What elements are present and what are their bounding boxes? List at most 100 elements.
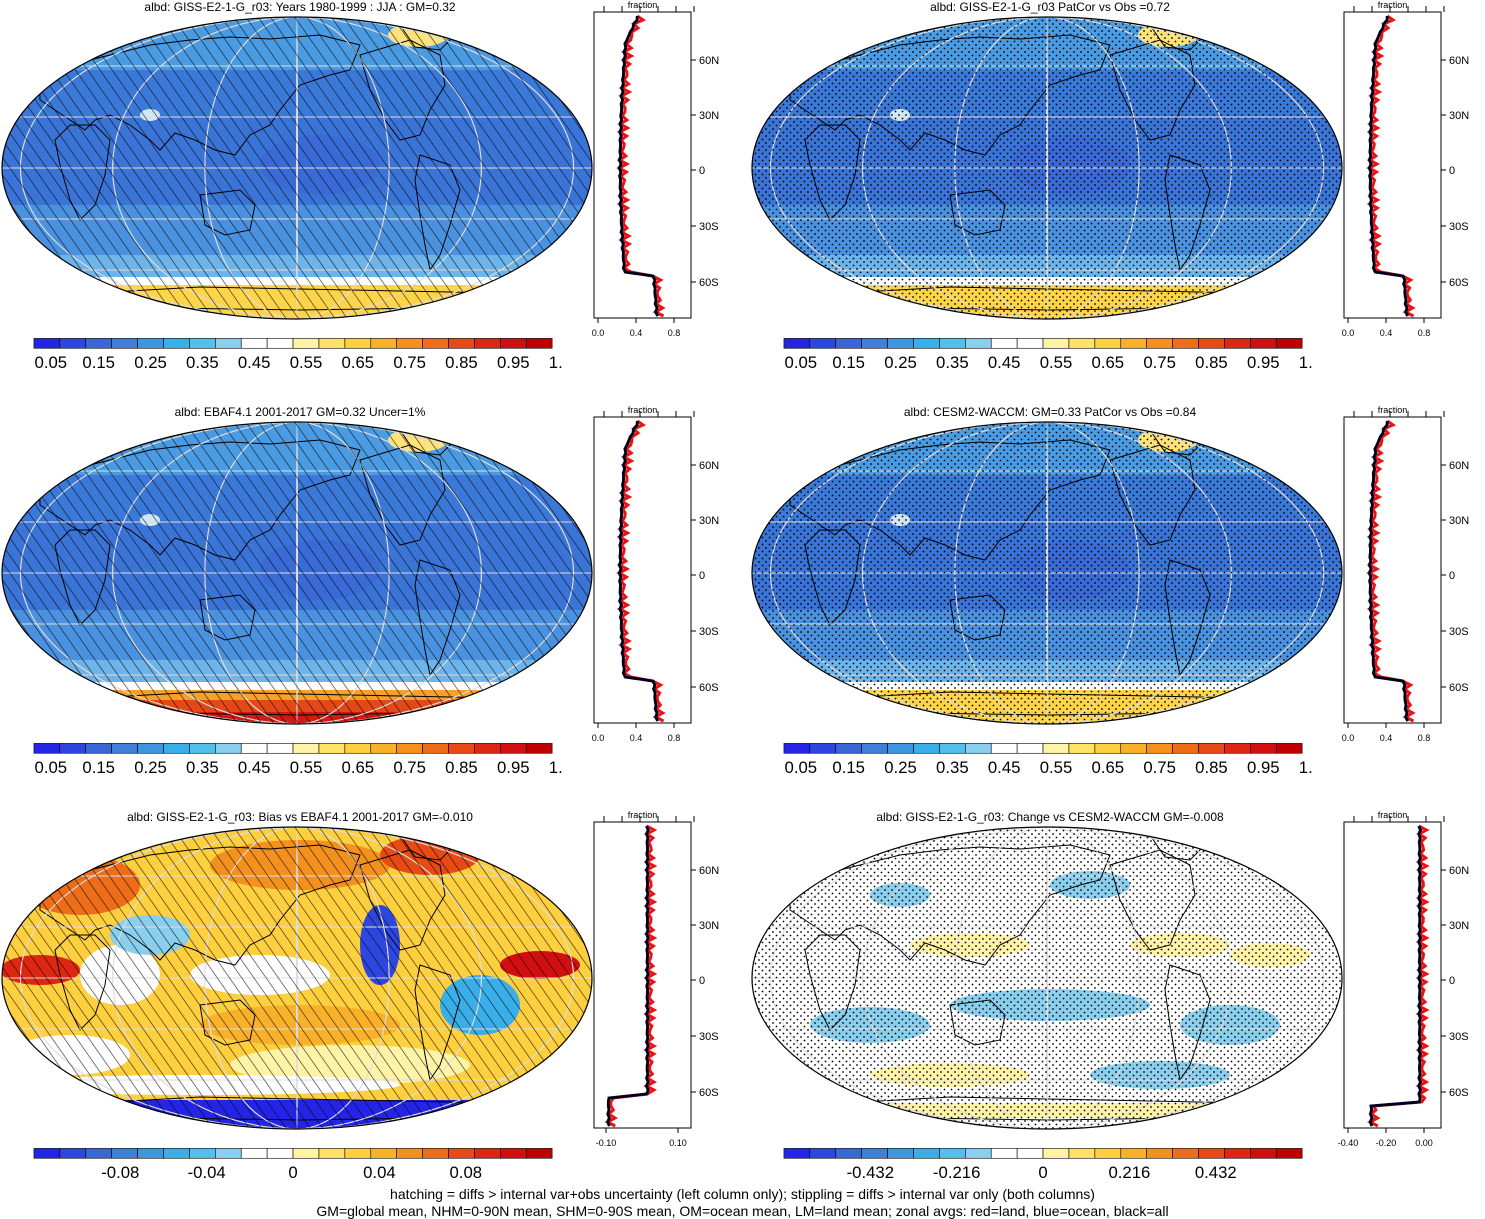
colorbar-swatch [85, 338, 112, 349]
colorbar-swatch [266, 338, 294, 349]
zonal-all-line [1369, 825, 1422, 1127]
colorbar-swatch [913, 1148, 940, 1159]
colorbar-swatch [422, 743, 449, 754]
colorbar-swatch [1042, 743, 1070, 754]
colorbar-label: 0.95 [1247, 758, 1280, 777]
colorbar-swatch [240, 743, 268, 754]
colorbar-swatch [396, 338, 423, 349]
colorbar-swatch [370, 743, 397, 754]
svg-text:fraction: fraction [1378, 810, 1408, 820]
zonal-xtick: 0.0 [592, 328, 605, 338]
colorbar-swatch [111, 743, 138, 754]
panel-title: albd: CESM2-WACCM: GM=0.33 PatCor vs Obs… [903, 405, 1197, 419]
colorbar-swatch [939, 743, 966, 754]
colorbar-swatch [370, 1148, 397, 1159]
map-panel: albd: GISS-E2-1-G_r03 PatCor vs Obs =0.7… [750, 0, 1485, 405]
colorbar-swatch [1198, 743, 1225, 754]
zonal-land-line [604, 824, 658, 1128]
colorbar-label: 1.05 [549, 353, 562, 372]
robinson-map [1, 421, 593, 725]
colorbar-swatch [448, 338, 475, 349]
zonal-ytick: 30N [699, 110, 719, 122]
colorbar-swatch [396, 1148, 423, 1159]
colorbar-swatch [1016, 743, 1044, 754]
colorbar-label: 0.05 [35, 758, 68, 777]
zonal-ytick: 60S [1449, 277, 1469, 289]
colorbar: -0.432 -0.216 0 0.216 0.432 [783, 1148, 1303, 1182]
zonal-xtick: 0.8 [668, 328, 681, 338]
zonal-average-plot: fraction 60N 30N 0 30S 60S -0.40 -0.20 0.00 [1338, 810, 1469, 1148]
zonal-average-plot: fraction 60N 30N 0 30S 60S 0.0 0.4 0.8 [592, 0, 719, 338]
colorbar-swatch [344, 338, 372, 349]
colorbar-swatch [448, 1148, 475, 1159]
colorbar-swatch [163, 743, 190, 754]
zonal-ytick: 30S [1449, 626, 1469, 638]
colorbar-swatch [474, 1148, 501, 1159]
colorbar-swatch [318, 338, 346, 349]
robinson-map [751, 421, 1343, 725]
colorbar-label: 0.75 [393, 758, 426, 777]
colorbar-label: 0.35 [936, 758, 969, 777]
map-field [752, 422, 1342, 724]
colorbar-swatch [1120, 743, 1147, 754]
colorbar-swatch [965, 743, 992, 754]
colorbar-swatch [1016, 338, 1044, 349]
zonal-all-line [1368, 15, 1409, 317]
zonal-land-line [1367, 824, 1430, 1128]
colorbar-swatch [474, 743, 501, 754]
colorbar-swatch [1068, 338, 1096, 349]
colorbar-label: 0.216 [1108, 1163, 1150, 1182]
zonal-ocean-line [1368, 825, 1423, 1127]
colorbar-swatch [1146, 338, 1173, 349]
colorbar-label: 0.35 [186, 758, 219, 777]
zonal-ytick: 0 [699, 165, 705, 177]
colorbar-swatch [189, 338, 216, 349]
colorbar-swatch [1068, 743, 1096, 754]
svg-text:fraction: fraction [1378, 405, 1408, 415]
colorbar-swatch [1275, 743, 1303, 754]
colorbar-label: 0.08 [449, 1163, 482, 1182]
colorbar-swatch [1250, 743, 1277, 754]
colorbar-swatch [809, 743, 837, 754]
zonal-xtick: 0.8 [1418, 733, 1431, 743]
colorbar-swatch [1172, 338, 1199, 349]
zonal-ytick: 30S [699, 221, 719, 233]
colorbar-swatch [1042, 338, 1070, 349]
zonal-average-plot: fraction 60N 30N 0 30S 60S 0.0 0.4 0.8 [1342, 0, 1469, 338]
colorbar-swatch [33, 338, 61, 349]
colorbar-label: 0.25 [884, 353, 917, 372]
colorbar-swatch [1042, 1148, 1070, 1159]
colorbar-swatch [33, 743, 61, 754]
zonal-xtick: 0.0 [1342, 328, 1355, 338]
robinson-map [751, 826, 1343, 1130]
map-panel: albd: GISS-E2-1-G_r03: Change vs CESM2-W… [750, 810, 1485, 1215]
colorbar-swatch [783, 338, 811, 349]
colorbar-label: 0.432 [1195, 1163, 1237, 1182]
colorbar-swatch [344, 743, 372, 754]
colorbar-label: 0.85 [445, 758, 478, 777]
colorbar-label: 0.35 [186, 353, 219, 372]
colorbar-swatch [1146, 1148, 1173, 1159]
colorbar-label: 0.45 [988, 353, 1021, 372]
colorbar-label: 0 [288, 1163, 297, 1182]
zonal-ytick: 30N [1449, 920, 1469, 932]
colorbar-swatch [396, 743, 423, 754]
zonal-xtick: -0.20 [1376, 1138, 1397, 1148]
colorbar-label: 0.15 [832, 353, 865, 372]
colorbar-swatch [809, 1148, 837, 1159]
colorbar-swatch [887, 338, 914, 349]
colorbar-swatch [422, 338, 449, 349]
colorbar-label: 0.45 [238, 353, 271, 372]
colorbar-swatch [189, 743, 216, 754]
colorbar-swatch [448, 743, 475, 754]
colorbar-swatch [861, 338, 888, 349]
colorbar-swatch [1224, 338, 1251, 349]
colorbar-label: -0.08 [101, 1163, 139, 1182]
colorbar-label: 0.45 [238, 758, 271, 777]
colorbar-label: -0.216 [933, 1163, 980, 1182]
colorbar-swatch [59, 338, 87, 349]
zonal-ytick: 30S [1449, 221, 1469, 233]
colorbar-swatch [292, 338, 320, 349]
zonal-ytick: 30N [1449, 110, 1469, 122]
colorbar-swatch [1146, 743, 1173, 754]
